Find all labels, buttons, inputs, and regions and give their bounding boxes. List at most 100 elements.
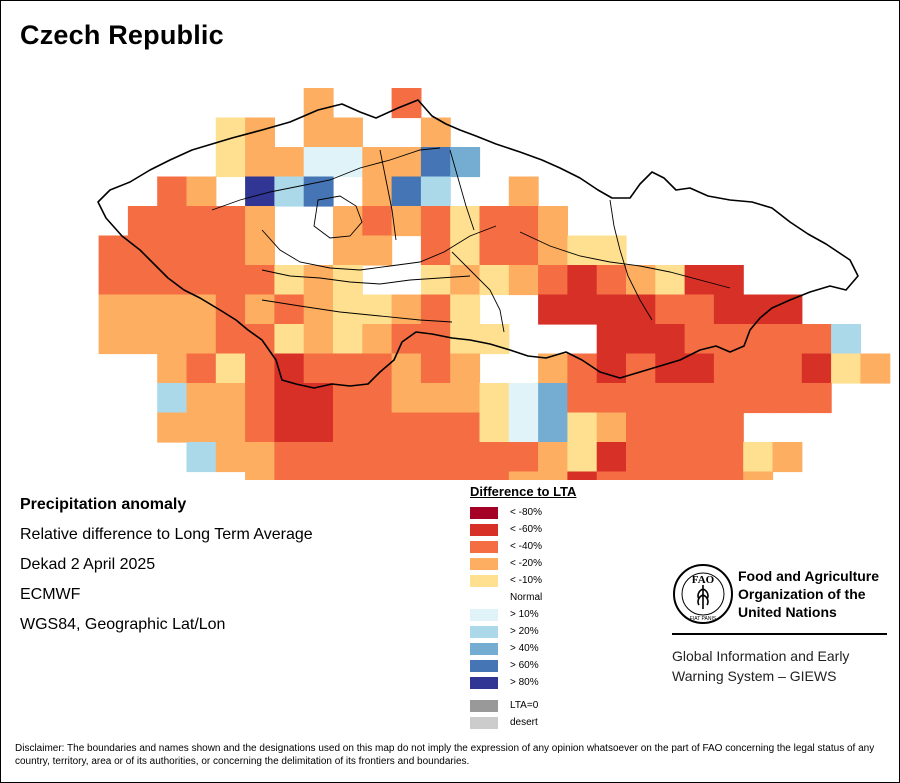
grid-cell [772,383,803,414]
grid-cell [420,412,451,443]
grid-cell [245,265,275,296]
grid-cell [157,412,188,443]
legend-swatch [470,575,498,587]
grid-cell [391,206,422,237]
grid-cell [743,471,774,480]
grid-cell [713,324,744,355]
fao-name-line-3: United Nations [738,604,837,620]
grid-cell [303,471,334,480]
info-line-4: WGS84, Geographic Lat/Lon [20,616,226,633]
grid-cell [450,235,481,266]
legend-item: < -20% [470,555,576,572]
legend-label: > 40% [510,643,539,654]
legend-label: < -20% [510,558,542,569]
grid-cell [157,176,188,207]
grid-cell [713,294,744,325]
grid-cell [420,442,451,473]
grid-cell [303,324,334,355]
grid-cell [157,383,188,414]
grid-cell [245,206,275,237]
grid-cell [420,471,451,480]
legend-item: > 80% [470,674,576,691]
grid-cell [567,353,598,384]
legend-item: > 10% [470,606,576,623]
grid-cell [596,353,627,384]
grid-cell [186,442,217,473]
grid-cell [333,294,363,325]
fao-divider [672,633,887,635]
grid-cell [626,383,656,414]
grid-cell [538,383,568,414]
grid-cell [98,324,129,355]
grid-cell [274,383,305,414]
info-heading: Precipitation anomaly [20,496,187,513]
legend-label: > 10% [510,609,539,620]
grid-cell [450,147,481,178]
grid-cell [127,265,158,296]
fao-logo: FAO FIAT PANIS [673,564,733,624]
grid-cell [567,265,598,296]
legend-item: < -80% [470,504,576,521]
grid-cell [420,176,451,207]
grid-cell [801,324,832,355]
grid-cell [303,412,334,443]
grid-cell [596,412,627,443]
grid-cell [538,265,568,296]
grid-cell [772,324,803,355]
grid-cell [713,265,744,296]
grid-cell [596,235,627,266]
grid-cell [245,147,275,178]
grid-cell [508,412,539,443]
grid-cell [303,176,334,207]
grid-cell [391,88,422,119]
legend-swatch [470,541,498,553]
grid-cell [626,265,656,296]
grid-cell [567,471,598,480]
grid-cell [567,442,598,473]
grid-cell [157,265,188,296]
grid-cell [626,412,656,443]
grid-cell [245,471,275,480]
grid-cell [684,412,715,443]
grid-cell [127,324,158,355]
legend-item: LTA=0 [470,697,576,714]
grid-cell [450,383,481,414]
grid-cell [362,176,393,207]
grid-cell [567,383,598,414]
grid-cell [538,353,568,384]
grid-cell [274,265,305,296]
grid-cell [538,412,568,443]
legend-item: > 40% [470,640,576,657]
fao-name-line-1: Food and Agriculture [738,568,880,584]
grid-cell [362,324,393,355]
map-info: Precipitation anomaly Relative differenc… [20,490,313,640]
grid-cell [157,206,188,237]
grid-cell [274,324,305,355]
grid-cell [333,147,363,178]
grid-cell [215,206,246,237]
grid-cell [186,412,217,443]
legend-label: < -80% [510,507,542,518]
grid-cell [274,412,305,443]
grid-cell [655,471,686,480]
grid-cell [684,471,715,480]
legend-label: desert [510,717,538,728]
grid-cell [303,88,334,119]
grid-cell [245,412,275,443]
grid-cell [450,294,481,325]
grid-cell [567,294,598,325]
grid-cell [362,294,393,325]
grid-cell [420,117,451,148]
grid-cell [362,471,393,480]
grid-cell [831,353,861,384]
grid-cell [391,442,422,473]
grid-cell [772,353,803,384]
grid-cell [479,412,510,443]
legend-item: desert [470,714,576,731]
info-line-3: ECMWF [20,586,81,603]
grid-cell [157,324,188,355]
grid-cell [450,206,481,237]
grid-cell [684,294,715,325]
legend-swatch [470,609,498,621]
grid-cell [362,147,393,178]
